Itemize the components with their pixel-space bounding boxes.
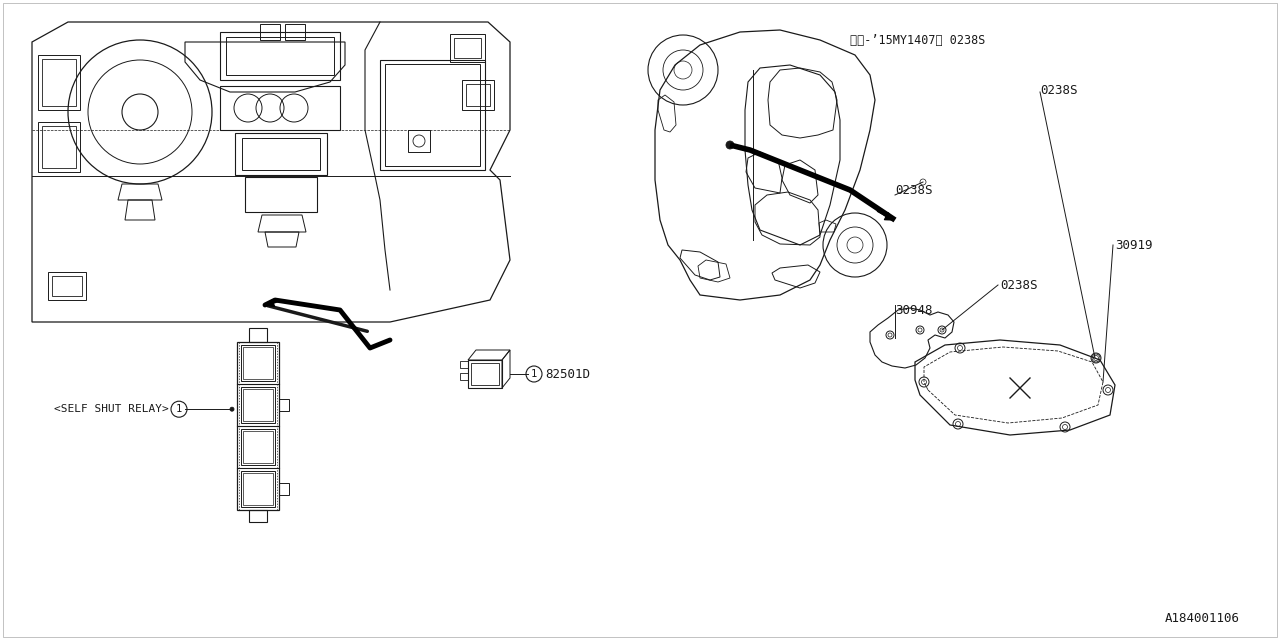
- Bar: [244, 177, 317, 212]
- Text: ※（-’15MY1407） 0238S: ※（-’15MY1407） 0238S: [850, 33, 986, 47]
- Bar: [250, 328, 268, 342]
- Bar: [250, 510, 268, 522]
- Bar: [260, 24, 280, 40]
- Bar: [243, 473, 273, 505]
- Bar: [52, 276, 82, 296]
- Bar: [279, 399, 289, 411]
- Bar: [242, 138, 320, 170]
- Bar: [243, 389, 273, 421]
- Bar: [227, 37, 334, 75]
- Circle shape: [230, 407, 234, 412]
- Text: <SELF SHUT RELAY>: <SELF SHUT RELAY>: [54, 404, 169, 414]
- Bar: [385, 64, 480, 166]
- Text: 0238S: 0238S: [895, 184, 933, 196]
- Bar: [466, 84, 490, 106]
- Bar: [471, 363, 499, 385]
- Bar: [241, 387, 275, 423]
- Bar: [220, 86, 340, 130]
- Circle shape: [726, 141, 733, 149]
- Bar: [241, 345, 275, 381]
- Bar: [462, 80, 494, 110]
- Bar: [468, 360, 502, 388]
- Bar: [243, 431, 273, 463]
- Bar: [236, 133, 326, 175]
- Bar: [38, 55, 81, 110]
- Bar: [241, 471, 275, 507]
- Bar: [237, 342, 279, 510]
- Bar: [380, 60, 485, 170]
- Bar: [451, 34, 485, 62]
- Bar: [241, 429, 275, 465]
- Bar: [42, 126, 76, 168]
- Bar: [220, 32, 340, 80]
- Bar: [42, 59, 76, 106]
- Text: 1: 1: [531, 369, 538, 379]
- Bar: [279, 483, 289, 495]
- Text: 1: 1: [175, 404, 182, 414]
- Text: 0238S: 0238S: [1039, 83, 1078, 97]
- Text: A184001106: A184001106: [1165, 612, 1240, 625]
- Text: 30919: 30919: [1115, 239, 1152, 252]
- Bar: [38, 122, 81, 172]
- Bar: [243, 347, 273, 379]
- Text: 82501D: 82501D: [545, 367, 590, 381]
- Bar: [49, 272, 86, 300]
- Bar: [454, 38, 481, 58]
- Bar: [408, 130, 430, 152]
- Bar: [285, 24, 305, 40]
- Text: 30948: 30948: [895, 303, 933, 317]
- Text: 0238S: 0238S: [1000, 278, 1038, 291]
